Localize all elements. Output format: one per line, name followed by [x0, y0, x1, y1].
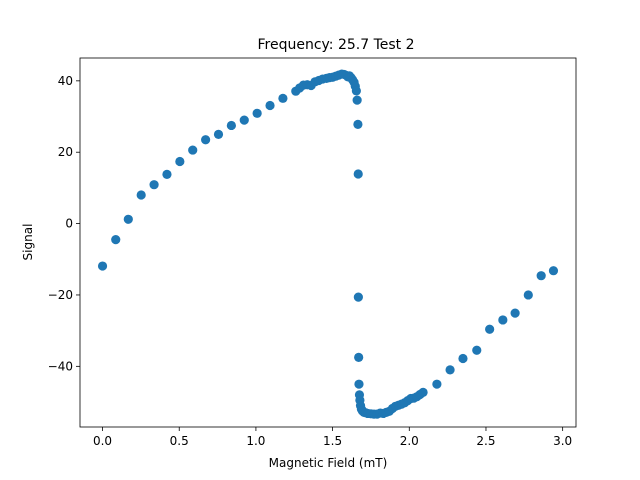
x-tick-label: 1.5	[323, 434, 342, 448]
data-point	[162, 169, 172, 179]
x-axis: 0.0 0.5 1.0 1.5 2.0 2.5 3.0	[93, 427, 572, 448]
data-point	[123, 214, 133, 224]
data-point	[536, 271, 546, 281]
y-axis-label: Signal	[21, 224, 35, 261]
x-tick-label: 2.5	[476, 434, 495, 448]
x-tick-label: 3.0	[553, 434, 572, 448]
y-axis: −40 −20 0 20 40	[48, 74, 80, 373]
data-point	[498, 315, 508, 325]
x-tick-label: 2.0	[400, 434, 419, 448]
y-tick-label: −20	[48, 288, 73, 302]
data-point	[351, 86, 361, 96]
x-tick-label: 0.0	[93, 434, 112, 448]
data-point	[548, 266, 559, 276]
data-point	[213, 129, 224, 139]
chart-title: Frequency: 25.7 Test 2	[257, 37, 414, 53]
data-point	[418, 387, 428, 397]
data-point	[226, 120, 236, 131]
data-point	[188, 145, 198, 155]
y-tick-label: 20	[58, 145, 73, 159]
data-point	[353, 119, 363, 129]
data-point	[111, 235, 121, 245]
x-tick-label: 1.0	[246, 434, 265, 448]
data-point	[175, 156, 185, 167]
data-point	[201, 135, 211, 145]
y-tick-label: 0	[65, 217, 73, 231]
data-point	[136, 190, 146, 200]
data-point	[472, 345, 482, 355]
data-point	[445, 365, 455, 375]
data-point	[352, 95, 362, 105]
data-point	[354, 352, 364, 363]
y-tick-label: −40	[48, 359, 73, 373]
x-axis-label: Magnetic Field (mT)	[269, 456, 388, 470]
data-point	[485, 324, 495, 334]
data-point	[510, 308, 520, 318]
data-point	[149, 180, 159, 190]
data-point	[252, 108, 262, 118]
data-point	[239, 115, 249, 125]
data-point	[278, 93, 288, 103]
data-point	[432, 379, 442, 389]
points-layer	[97, 69, 559, 419]
plot-frame	[79, 57, 577, 428]
data-point	[265, 100, 275, 111]
data-point	[353, 169, 363, 179]
data-point	[523, 290, 533, 300]
data-point	[353, 292, 363, 302]
data-point	[458, 353, 468, 364]
data-point	[97, 261, 108, 271]
x-tick-label: 0.5	[170, 434, 189, 448]
data-point	[354, 379, 364, 389]
y-tick-label: 40	[58, 74, 73, 88]
